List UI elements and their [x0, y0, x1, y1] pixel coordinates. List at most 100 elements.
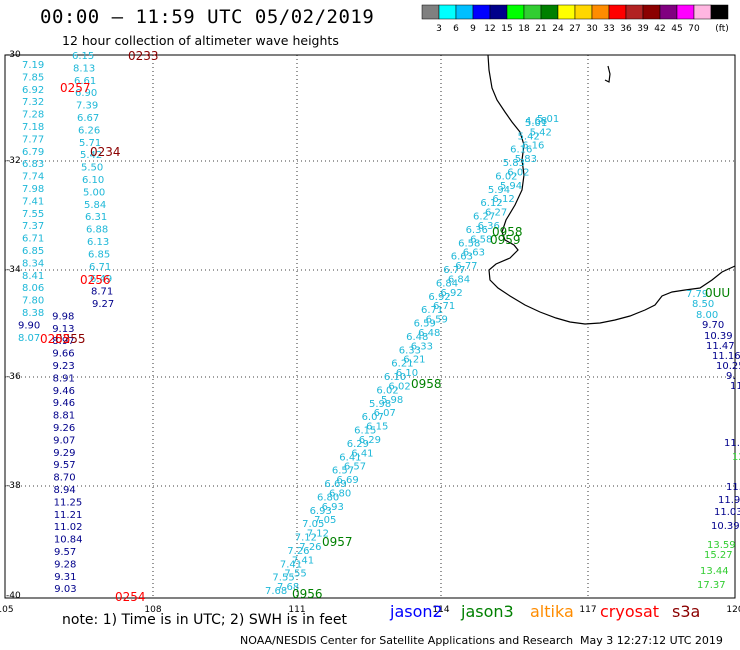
- pass-time-label: 0958: [411, 377, 442, 391]
- swh-value: 8.06: [22, 283, 44, 294]
- colorbar-tick-label: 18: [518, 24, 530, 34]
- swh-value: 11: [730, 381, 740, 392]
- swh-value: 4.68: [525, 116, 547, 127]
- swh-value: 5.01: [537, 114, 559, 125]
- swh-value: 11.21: [54, 510, 83, 521]
- lat-tick-label: -34: [6, 265, 21, 275]
- footnote: note: 1) Time is in UTC; 2) SWH is in fe…: [62, 612, 348, 628]
- swh-value: 7.41: [292, 555, 314, 566]
- swh-value: 6.79: [22, 147, 44, 158]
- swh-value: 6.59: [426, 315, 448, 326]
- colorbar-swatch: [693, 4, 712, 20]
- swh-value: 9.90: [18, 320, 40, 331]
- swh-value: 6.83: [22, 159, 44, 170]
- swh-value: 7.12: [307, 529, 329, 540]
- swh-value: 7.26: [299, 542, 321, 553]
- swh-value: 9.46: [53, 386, 75, 397]
- swh-value: 6.13: [87, 237, 109, 248]
- swh-value: 5.50: [81, 163, 103, 174]
- lat-tick-label: -30: [6, 50, 21, 60]
- map-subtitle: 12 hour collection of altimeter wave hei…: [62, 33, 339, 48]
- swh-value: 7.41: [280, 559, 302, 570]
- swh-value: 5.98: [381, 395, 403, 406]
- swh-value: 6.77: [455, 261, 477, 272]
- colorbar-swatch: [710, 4, 729, 20]
- pass-time-label: 0233: [128, 49, 159, 63]
- swh-value: 7.77: [22, 134, 44, 145]
- swh-value: 7.05: [302, 519, 324, 530]
- coastline: [487, 54, 736, 325]
- colorbar-tick-label: 33: [603, 24, 614, 34]
- swh-value: 6.31: [85, 212, 107, 223]
- swh-value: 5.42: [530, 127, 552, 138]
- satellite-label-jason3: jason3: [461, 602, 514, 621]
- swh-value: 9.66: [52, 349, 74, 360]
- swh-value: 6.71: [22, 234, 44, 245]
- swh-value: 5.84: [84, 200, 106, 211]
- swh-value: 6.15: [72, 51, 94, 62]
- swh-value: 6.93: [322, 502, 344, 513]
- swh-value: 9.03: [54, 584, 76, 595]
- swh-value: 6.16: [510, 145, 532, 156]
- pass-time-label: 0255: [55, 332, 86, 346]
- swh-value: 6.36: [478, 221, 500, 232]
- swh-value: 11.3: [726, 482, 740, 493]
- swh-value: 11.47: [706, 341, 735, 352]
- swh-value: 10.84: [54, 535, 83, 546]
- colorbar-tick-label: 36: [620, 24, 632, 34]
- swh-value: 10.39: [704, 331, 733, 342]
- satellite-label-altika: altika: [530, 602, 574, 621]
- pass-time-label: 0956: [292, 587, 323, 601]
- swh-value: 6.07: [362, 412, 384, 423]
- swh-value: 7.74: [22, 172, 44, 183]
- swh-value: 6.29: [359, 435, 381, 446]
- swh-value: 6.02: [507, 167, 529, 178]
- swh-value: 9.27: [92, 299, 114, 310]
- swh-value: 5.83: [515, 154, 537, 165]
- swh-value: 6.71: [421, 305, 443, 316]
- swh-value: 7.41: [22, 196, 44, 207]
- swh-value: 5.83: [503, 158, 525, 169]
- colorbar-tick-label: 70: [688, 24, 700, 34]
- east-track: 7.798.508.009.7010.3911.4711.1610.259.11…: [686, 286, 740, 591]
- swh-value: 9.46: [53, 398, 75, 409]
- colorbar-tick-label: 21: [535, 24, 546, 34]
- swh-value: 6.69: [324, 479, 346, 490]
- lat-tick-label: -38: [6, 481, 21, 491]
- swh-value: 9.26: [53, 423, 75, 434]
- credit-line: NOAA/NESDIS Center for Satellite Applica…: [240, 634, 574, 647]
- swh-value: 6.59: [414, 319, 436, 330]
- swh-value: 7.85: [22, 72, 44, 83]
- swh-value: 6.57: [332, 466, 354, 477]
- swh-value: 8.00: [696, 310, 718, 321]
- colorbar-swatch: [574, 4, 593, 20]
- swh-value: 6.21: [403, 355, 425, 366]
- colorbar-tick-label: 39: [637, 24, 649, 34]
- lat-tick-label: -36: [6, 372, 21, 382]
- pass-time-label: 0257: [60, 81, 91, 95]
- swh-value: 8.07: [18, 333, 40, 344]
- colorbar-tick-label: 6: [453, 24, 459, 34]
- swh-value: 6.71: [433, 301, 455, 312]
- swh-value: 6.21: [391, 359, 413, 370]
- swh-value: 6.88: [86, 225, 108, 236]
- swh-value: 6.10: [82, 175, 104, 186]
- swh-value: 11.9: [718, 495, 740, 506]
- lon-tick-label: 105: [0, 605, 14, 615]
- swh-value: 7.39: [76, 101, 98, 112]
- swh-value: 7.68: [265, 586, 287, 597]
- swh-value: 5.71: [79, 138, 101, 149]
- colorbar-labels: 3 6 9 12 15 18 21 24 27 30 33 36 39 42 45 70 (ft): [436, 24, 729, 34]
- swh-value: 12: [732, 452, 740, 463]
- pass-time-label: 0255: [40, 332, 71, 346]
- colorbar-tick-label: 45: [671, 24, 682, 34]
- colorbar-tick-label: 15: [501, 24, 512, 34]
- colorbar-swatch: [472, 4, 491, 20]
- swh-value: 6.12: [480, 198, 502, 209]
- lon-tick-label: 111: [288, 605, 305, 615]
- swh-value: 6.90: [75, 88, 97, 99]
- swh-value: 8.38: [22, 308, 44, 319]
- swh-value: 15.27: [704, 550, 733, 561]
- swh-value: 9.28: [54, 559, 76, 570]
- swh-value: 6.16: [522, 141, 544, 152]
